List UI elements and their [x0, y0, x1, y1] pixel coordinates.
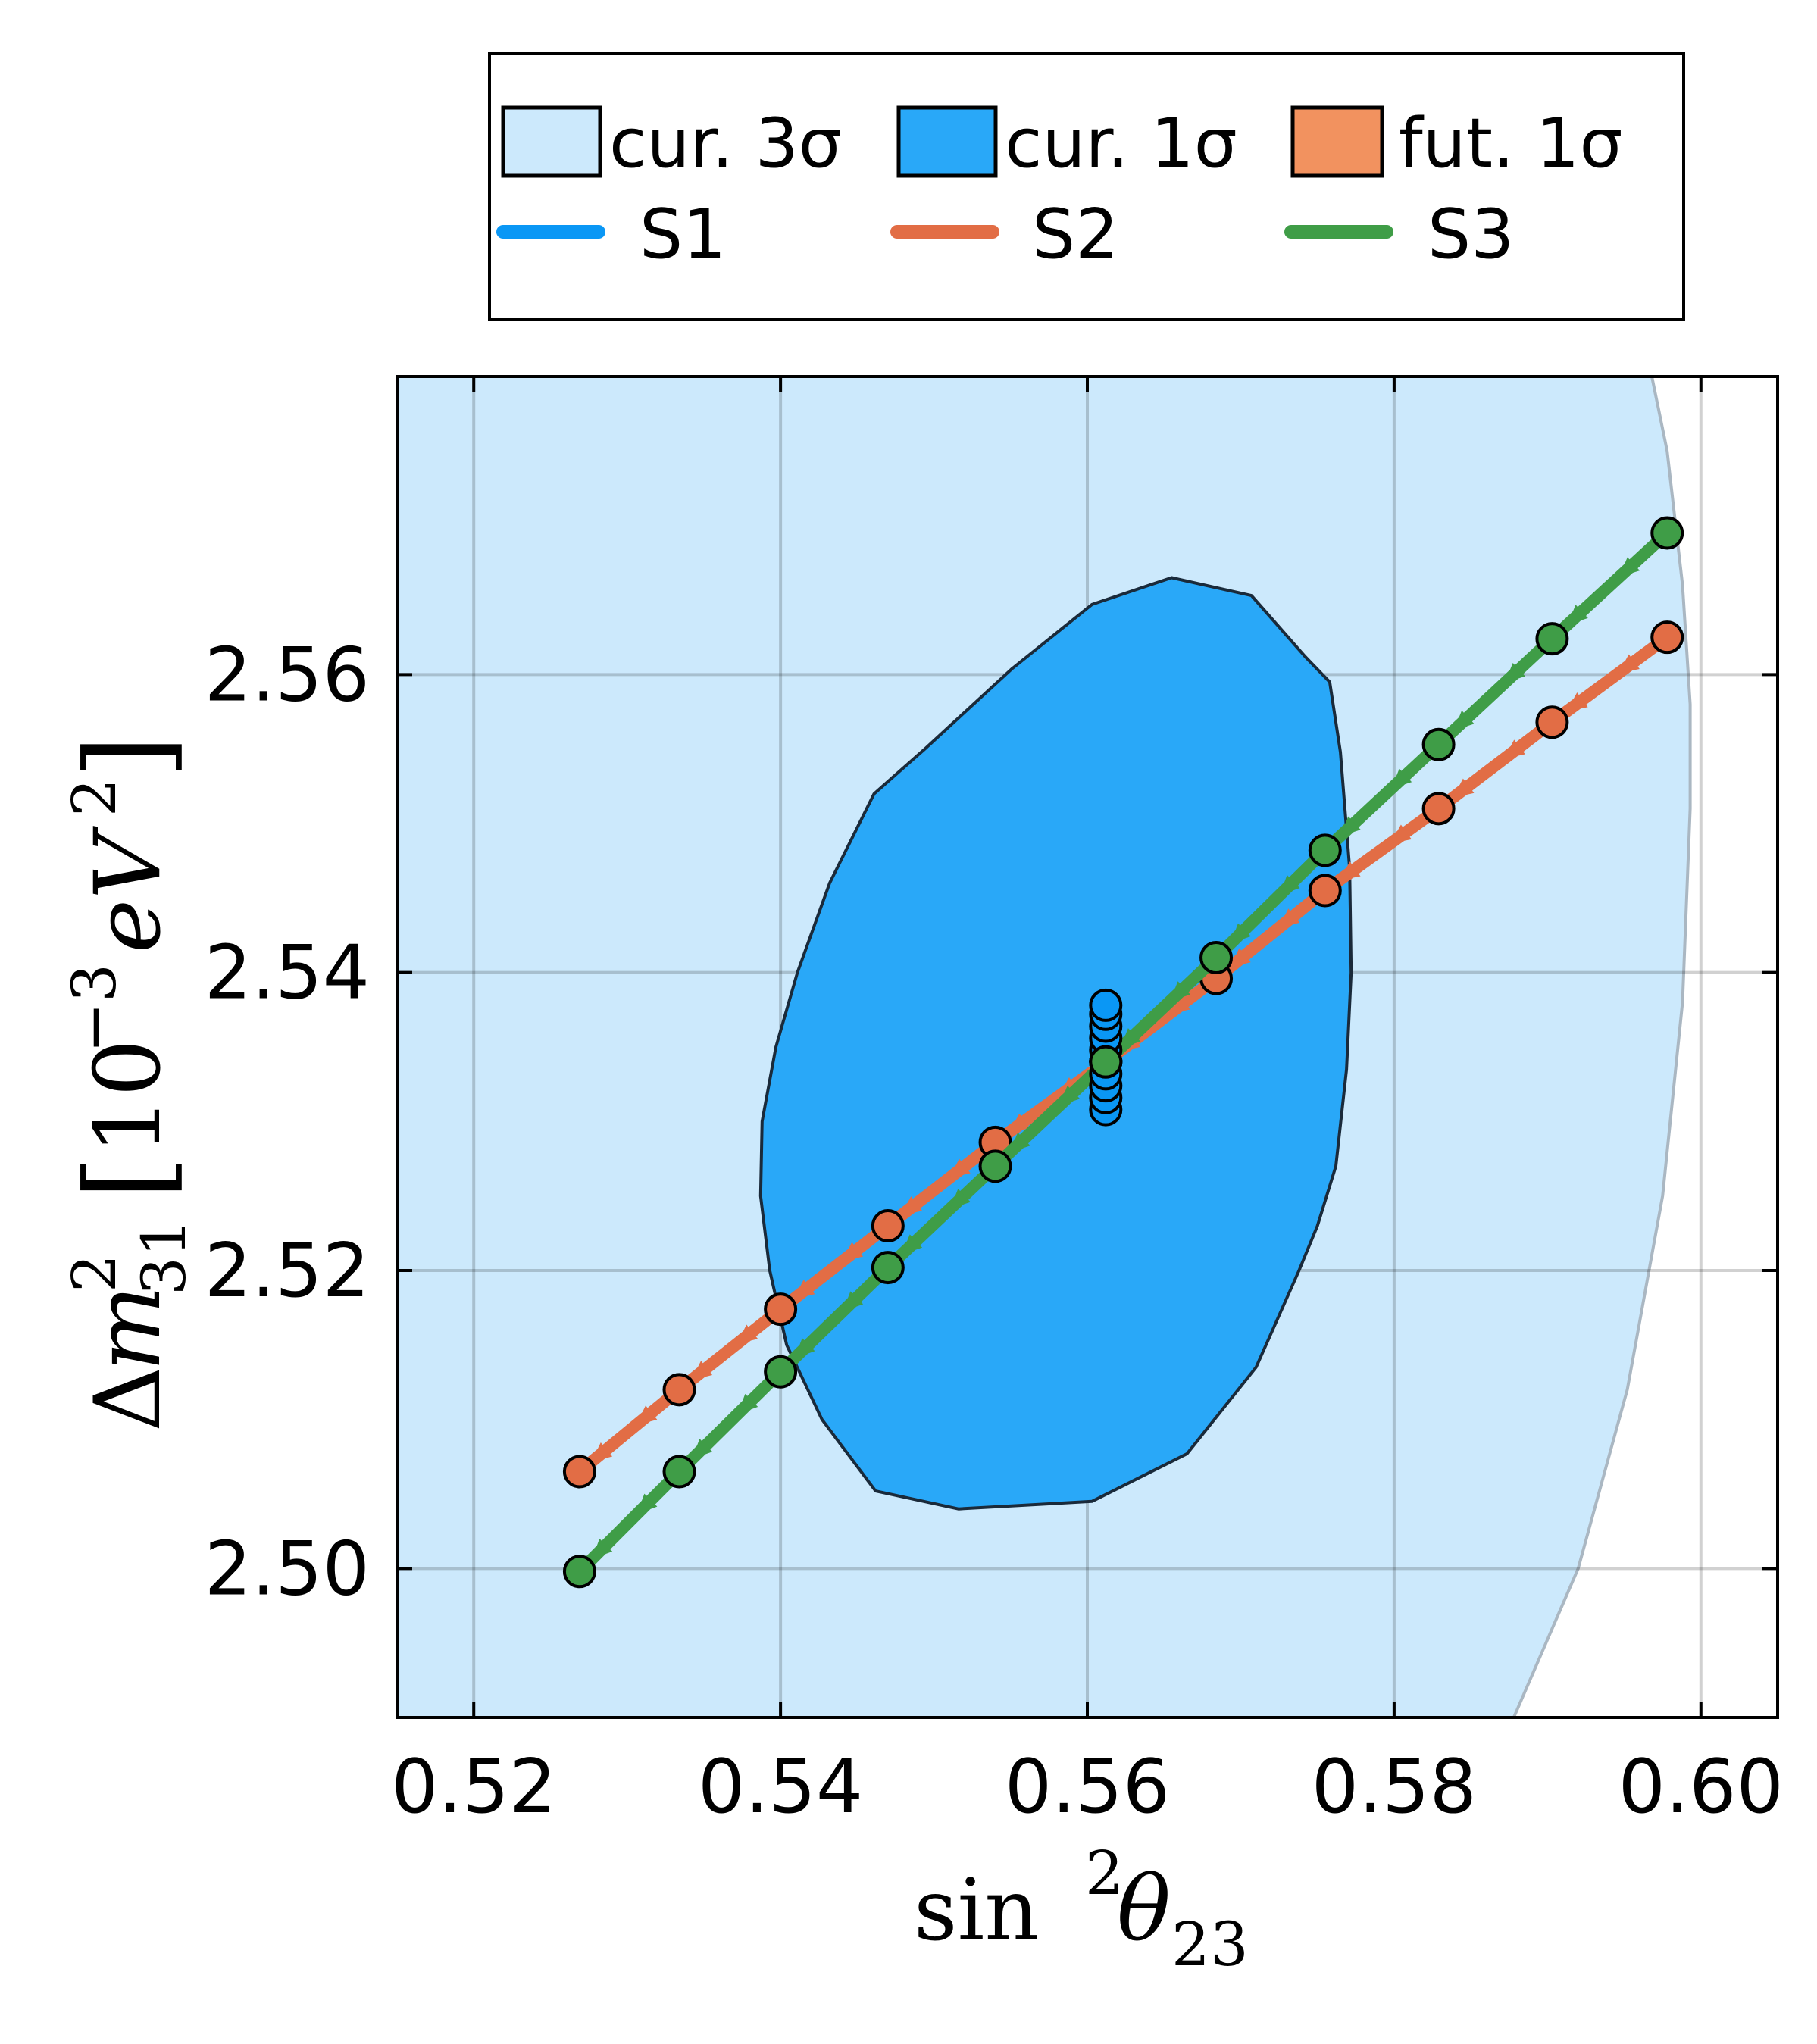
s3-arrow: [902, 1234, 923, 1255]
legend: cur. 3σ cur. 1σ fut. 1σ S1 S2 S3: [488, 52, 1685, 321]
s2-point: [1308, 874, 1342, 908]
s3-point: [1535, 622, 1569, 656]
s3-point: [1421, 727, 1456, 761]
s3-arrow: [1009, 1132, 1030, 1153]
s3-point: [1089, 1045, 1123, 1079]
y-axis-label: Δ m 2 31 [ 10 −3 eV 2 ]: [59, 734, 199, 1432]
s2-arrow: [793, 1280, 815, 1299]
legend-swatch-cur-3sigma: [501, 105, 602, 178]
s3-point: [1650, 516, 1684, 550]
legend-label-s1: S1: [640, 195, 726, 274]
s3-arrow: [1279, 875, 1300, 895]
s3-arrow: [1120, 1028, 1141, 1049]
y-label-delta: Δ: [76, 1366, 181, 1432]
s2-point: [1535, 705, 1569, 739]
y-label-sup: 2: [59, 1254, 130, 1292]
s3-arrow: [692, 1439, 713, 1459]
s3-point: [662, 1455, 696, 1489]
y-tick-label: 2.52: [205, 1228, 370, 1314]
x-label-sup: 2: [1085, 1838, 1124, 1908]
x-label-theta: θ: [1117, 1856, 1171, 1961]
legend-label-cur-1sigma: cur. 1σ: [1005, 104, 1237, 183]
s2-point: [662, 1373, 696, 1407]
s2-arrow: [1339, 861, 1361, 881]
y-tick-label: 2.54: [205, 930, 370, 1017]
cur-1sigma-region: [758, 576, 1353, 1511]
s2-arrow: [1453, 778, 1475, 798]
y-label-unit-sup: 2: [59, 778, 130, 817]
x-tick-label: 0.56: [1005, 1744, 1170, 1830]
s3-arrow: [737, 1393, 758, 1414]
s2-point: [1650, 620, 1684, 655]
y-label-unit: eV: [76, 826, 181, 953]
s3-point: [1199, 941, 1234, 974]
x-tick-label: 0.58: [1312, 1744, 1477, 1830]
s3-arrow: [592, 1538, 613, 1559]
s3-arrow: [1169, 981, 1190, 1002]
s3-point: [871, 1251, 905, 1285]
s2-arrow: [1168, 995, 1190, 1014]
s3-arrow: [1390, 768, 1412, 789]
s3-point: [562, 1555, 596, 1589]
s2-arrow: [1278, 908, 1300, 928]
legend-label-s2: S2: [1032, 195, 1118, 274]
x-tick-label: 0.54: [698, 1744, 863, 1830]
s2-arrow: [1566, 692, 1588, 712]
y-label-bracket-close: ]: [62, 734, 194, 779]
y-label-ten: 10: [76, 1039, 181, 1155]
s2-arrow: [949, 1158, 971, 1179]
x-axis-label: sin 2 θ 23: [914, 1838, 1249, 1980]
s3-point: [978, 1149, 1012, 1183]
legend-box: [488, 52, 1685, 321]
s3-arrow: [636, 1493, 658, 1514]
y-label-bracket-open: [: [62, 1155, 194, 1200]
series-layer: [562, 516, 1684, 1589]
s2-arrow: [901, 1196, 923, 1216]
s3-point: [1308, 833, 1342, 867]
s3-arrow: [1504, 663, 1525, 683]
s3-arrow: [1230, 923, 1251, 944]
legend-swatch-cur-1sigma: [896, 105, 998, 178]
s3-point: [764, 1355, 798, 1389]
y-tick-label: 2.56: [205, 632, 370, 718]
s2-arrow: [1009, 1113, 1030, 1133]
s3-arrow: [1618, 557, 1640, 577]
x-tick-label: 0.60: [1618, 1744, 1784, 1830]
s2-arrow: [842, 1242, 864, 1262]
s2-arrow: [1503, 739, 1525, 759]
s3-arrow: [1567, 605, 1588, 625]
s3-arrow: [949, 1189, 971, 1209]
s1-point: [1089, 988, 1123, 1022]
axis-ticks: 0.52 0.54 0.56 0.58 0.60 2.50 2.52 2.54 2.56: [205, 377, 1784, 1830]
s2-point: [764, 1292, 798, 1327]
x-label-sub: 23: [1171, 1909, 1249, 1980]
y-label-exp: −3: [59, 964, 130, 1053]
y-label-sub: 31: [129, 1218, 199, 1295]
s2-arrow: [636, 1405, 658, 1426]
y-label-m: m: [76, 1285, 181, 1371]
s2-arrow: [736, 1324, 758, 1345]
x-label-sin: sin: [914, 1861, 1039, 1960]
legend-label-fut-1sigma: fut. 1σ: [1399, 104, 1623, 183]
s2-arrow: [591, 1442, 613, 1462]
legend-label-s3: S3: [1428, 195, 1514, 274]
s2-arrow: [1229, 948, 1251, 968]
s2-point: [562, 1455, 596, 1489]
s3-arrow: [843, 1291, 864, 1312]
s2-point: [871, 1209, 905, 1242]
s3-arrow: [1340, 816, 1361, 837]
s2-arrow: [691, 1361, 713, 1380]
s3-arrow: [1059, 1085, 1081, 1106]
s2-arrow: [1618, 654, 1640, 674]
y-tick-label: 2.50: [205, 1526, 370, 1612]
s2-point: [1421, 792, 1456, 826]
s3-arrow: [1453, 710, 1475, 731]
legend-swatch-fut-1sigma: [1290, 105, 1384, 178]
s3-arrow: [794, 1338, 815, 1358]
s2-arrow: [1390, 824, 1412, 844]
legend-label-cur-3sigma: cur. 3σ: [609, 104, 842, 183]
x-tick-label: 0.52: [391, 1744, 556, 1830]
